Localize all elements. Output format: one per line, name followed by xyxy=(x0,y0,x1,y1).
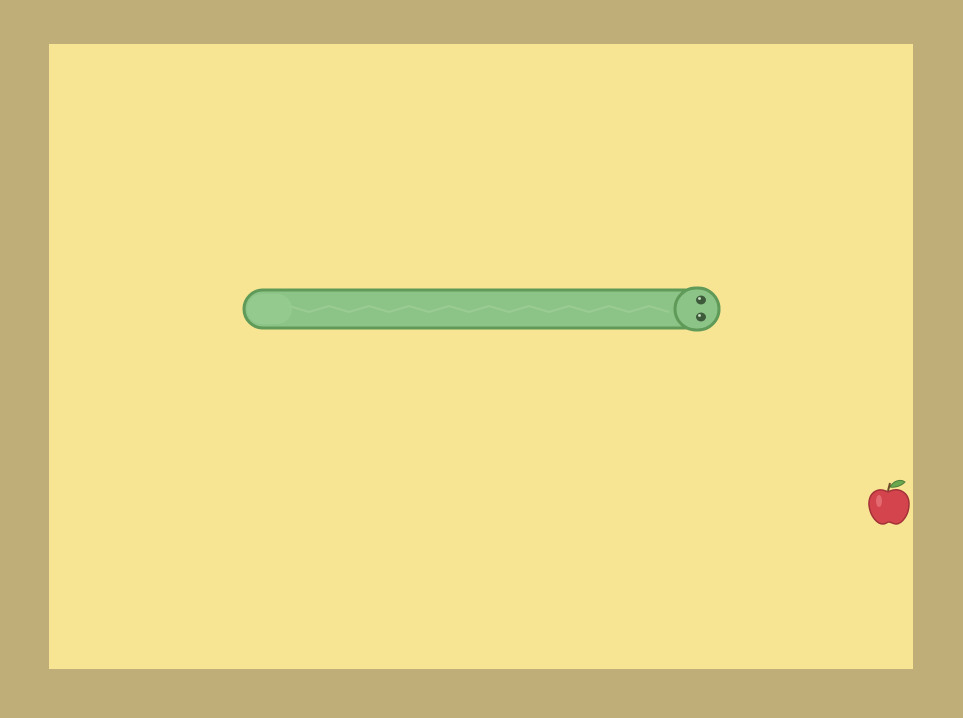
apple-stem xyxy=(887,482,891,492)
snake-eye-bottom-highlight xyxy=(698,314,701,317)
apple-icon xyxy=(868,479,910,525)
apple-body xyxy=(868,489,910,525)
snake-eye-bottom xyxy=(696,312,706,322)
snake-eye-top-highlight xyxy=(698,297,701,300)
apple-leaf xyxy=(889,479,906,488)
snake-scale-pattern xyxy=(288,304,670,314)
apple-highlight xyxy=(876,495,882,507)
snake-tail xyxy=(247,294,292,324)
snake-eye-top xyxy=(696,295,706,305)
play-field[interactable] xyxy=(49,44,913,669)
snake-head xyxy=(673,286,721,332)
snake xyxy=(242,286,721,332)
